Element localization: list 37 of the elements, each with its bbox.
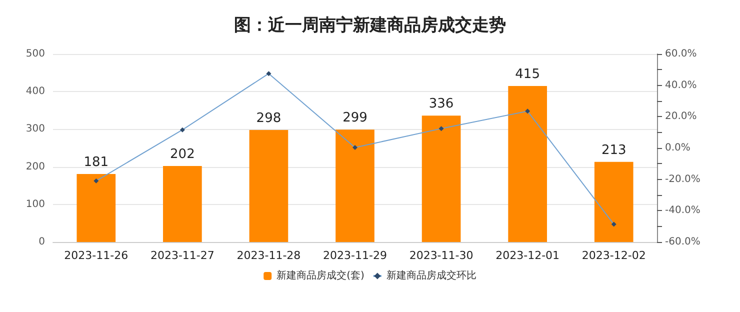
data-label: 415: [515, 66, 540, 82]
y2-tick-label: -20.0%: [665, 174, 700, 185]
y-tick-label: 0: [38, 236, 45, 248]
y2-tick-label: 0.0%: [665, 142, 690, 154]
data-label: 299: [342, 110, 368, 126]
y2-tick-label: -60.0%: [665, 236, 700, 248]
data-label: 336: [428, 96, 454, 112]
bar: [163, 166, 202, 242]
y-tick-label: 500: [26, 48, 45, 60]
y2-tick-label: 20.0%: [665, 111, 697, 122]
y-tick-label: 100: [26, 198, 45, 210]
bar: [508, 86, 547, 242]
x-tick-label: 2023-11-26: [64, 249, 128, 262]
bar: [249, 130, 288, 242]
bar: [76, 174, 116, 242]
x-tick-label: 2023-11-28: [236, 249, 301, 262]
chart-title: 图：近一周南宁新建商品房成交走势: [234, 16, 506, 36]
bar: [336, 130, 374, 242]
y-tick-label: 200: [26, 161, 45, 172]
x-tick-label: 2023-11-27: [150, 249, 214, 262]
y2-tick-label: 40.0%: [665, 80, 697, 91]
data-label: 202: [170, 147, 195, 162]
bar: [422, 116, 461, 242]
legend-label: 新建商品房成交环比: [386, 270, 476, 282]
x-tick-label: 2023-12-01: [496, 249, 560, 262]
y2-tick-label: 60.0%: [665, 48, 697, 60]
legend-label: 新建商品房成交(套): [276, 270, 364, 282]
y-tick-label: 300: [26, 124, 45, 135]
data-label: 181: [84, 154, 109, 170]
data-label: 298: [256, 110, 282, 126]
x-tick-label: 2023-11-29: [323, 249, 387, 262]
x-tick-label: 2023-11-30: [409, 249, 474, 262]
bar: [594, 162, 634, 242]
y2-tick-label: -40.0%: [665, 205, 700, 216]
x-tick-label: 2023-12-02: [582, 249, 646, 262]
y-tick-label: 400: [26, 86, 45, 98]
data-label: 213: [601, 142, 626, 158]
